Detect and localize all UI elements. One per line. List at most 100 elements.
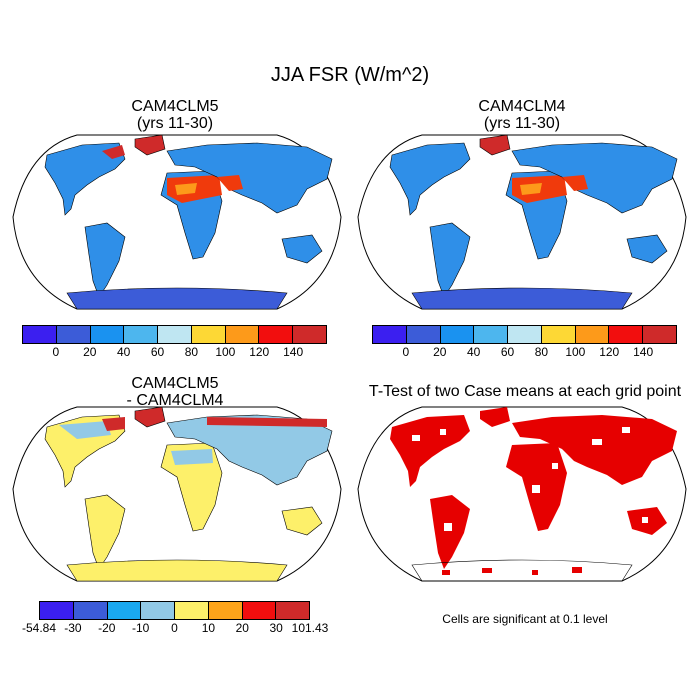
colorbar-main-tick-label: 60 bbox=[500, 345, 515, 359]
south-america bbox=[430, 495, 470, 569]
colorbar-main-swatch bbox=[259, 326, 294, 343]
colorbar-diff-swatch bbox=[40, 602, 74, 619]
colorbar-main-swatch bbox=[158, 326, 192, 343]
colorbar-diff-tick-label: 10 bbox=[201, 621, 216, 635]
hudson-region bbox=[102, 417, 125, 431]
colorbar-diff-tick-label: -10 bbox=[131, 621, 150, 635]
page-title: JJA FSR (W/m^2) bbox=[270, 64, 430, 86]
colorbar-main-swatch bbox=[191, 326, 226, 343]
insignificant-cells bbox=[412, 427, 648, 531]
colorbar-main-swatch bbox=[225, 326, 260, 343]
colorbar-main-tick-label: 140 bbox=[283, 345, 304, 359]
colorbar-diff-tick-label: 30 bbox=[269, 621, 283, 635]
colorbar-diff-tick-label: -54.84 bbox=[21, 621, 57, 635]
south-america bbox=[429, 222, 471, 298]
colorbar-diff-swatch bbox=[107, 602, 142, 619]
colorbar-main-swatch bbox=[609, 326, 644, 343]
colorbar-diff-tick-label: 101.43 bbox=[291, 621, 329, 635]
colorbar-diff-swatch bbox=[276, 602, 309, 619]
sahara-core bbox=[175, 183, 197, 195]
australia bbox=[626, 234, 668, 264]
colorbar-main-tick-label: 100 bbox=[565, 345, 586, 359]
colorbar-main-swatch bbox=[474, 326, 509, 343]
north-america bbox=[389, 142, 471, 216]
greenland bbox=[479, 134, 511, 156]
panel-title-cam4clm5: CAM4CLM5 (yrs 11-30) bbox=[75, 98, 275, 132]
colorbar-main-swatch bbox=[23, 326, 57, 343]
hudson-region bbox=[102, 145, 125, 159]
eurasia bbox=[166, 414, 333, 486]
colorbar-main-swatch bbox=[56, 326, 91, 343]
colorbar-cam4clm4 bbox=[372, 325, 677, 344]
eurasia bbox=[512, 415, 677, 485]
panel-title-line1: CAM4CLM4 bbox=[478, 98, 566, 115]
colorbar-main-tick-label: 100 bbox=[215, 345, 236, 359]
panel-title-line2: (yrs 11-30) bbox=[483, 115, 561, 132]
panel-title-cam4clm4: CAM4CLM4 (yrs 11-30) bbox=[422, 98, 622, 132]
antarctica bbox=[411, 287, 633, 310]
colorbar-diff-tick-label: 0 bbox=[171, 621, 178, 635]
greenland bbox=[480, 407, 510, 427]
colorbar-main-swatch bbox=[575, 326, 610, 343]
colorbar-difference bbox=[39, 601, 310, 620]
antarctica-cells bbox=[442, 567, 582, 575]
panel-title-line2: - CAM4CLM4 bbox=[126, 392, 224, 409]
colorbar-diff-swatch bbox=[175, 602, 209, 619]
colorbar-main-swatch bbox=[541, 326, 576, 343]
antarctica bbox=[66, 559, 288, 582]
greenland bbox=[134, 134, 166, 156]
colorbar-main-swatch bbox=[508, 326, 542, 343]
eurasia bbox=[166, 142, 333, 214]
colorbar-main-tick-label: 120 bbox=[599, 345, 620, 359]
colorbar-main-tick-label: 20 bbox=[83, 345, 97, 359]
colorbar-main-tick-label: 60 bbox=[150, 345, 165, 359]
colorbar-diff-tick-label: -30 bbox=[64, 621, 82, 635]
panel-title-line1: CAM4CLM5 bbox=[131, 98, 219, 115]
colorbar-main-tick-label: 20 bbox=[433, 345, 447, 359]
colorbar-main-swatch bbox=[373, 326, 407, 343]
arabia-region bbox=[217, 175, 243, 191]
colorbar-main-swatch bbox=[406, 326, 441, 343]
sahara-core bbox=[520, 183, 542, 195]
colorbar-cam4clm5-ticks: 0 20 40 60 80 100 120 140 bbox=[22, 345, 327, 361]
south-america bbox=[84, 494, 126, 570]
colorbar-diff-tick-label: 20 bbox=[235, 621, 249, 635]
south-america bbox=[84, 222, 126, 298]
arabia-region bbox=[562, 175, 588, 191]
colorbar-cam4clm5 bbox=[22, 325, 327, 344]
colorbar-diff-tick-label: -20 bbox=[98, 621, 116, 635]
australia bbox=[281, 506, 323, 536]
map-cam4clm4 bbox=[357, 134, 687, 310]
colorbar-diff-swatch bbox=[242, 602, 277, 619]
panel-title-line1: CAM4CLM5 bbox=[131, 375, 219, 392]
colorbar-main-tick-label: 0 bbox=[402, 345, 410, 359]
colorbar-main-tick-label: 80 bbox=[534, 345, 549, 359]
sahara-blue bbox=[171, 449, 213, 465]
significance-note: Cells are significant at 0.1 level bbox=[442, 612, 608, 626]
colorbar-diff-swatch bbox=[141, 602, 175, 619]
australia bbox=[281, 234, 323, 264]
colorbar-main-tick-label: 80 bbox=[184, 345, 199, 359]
colorbar-main-swatch bbox=[124, 326, 159, 343]
colorbar-main-tick-label: 120 bbox=[249, 345, 270, 359]
colorbar-main-swatch bbox=[440, 326, 475, 343]
north-america bbox=[390, 415, 470, 487]
eurasia bbox=[511, 142, 678, 214]
map-cam4clm5 bbox=[12, 134, 342, 310]
antarctica bbox=[411, 559, 633, 582]
panel-title-ttest: T-Test of two Case means at each grid po… bbox=[368, 383, 682, 400]
panel-title-line2: (yrs 11-30) bbox=[136, 115, 214, 132]
africa bbox=[160, 442, 223, 532]
siberia-red bbox=[207, 417, 327, 427]
colorbar-main-tick-label: 0 bbox=[52, 345, 60, 359]
colorbar-main-tick-label: 40 bbox=[466, 345, 481, 359]
antarctica bbox=[66, 287, 288, 310]
greenland bbox=[134, 406, 166, 428]
map-ttest bbox=[357, 406, 687, 582]
colorbar-main-swatch bbox=[293, 326, 327, 343]
colorbar-main-tick-label: 40 bbox=[116, 345, 131, 359]
colorbar-cam4clm4-ticks: 0 20 40 60 80 100 120 140 bbox=[372, 345, 677, 361]
map-difference bbox=[12, 406, 342, 582]
colorbar-diff-swatch bbox=[73, 602, 108, 619]
colorbar-main-swatch bbox=[90, 326, 125, 343]
